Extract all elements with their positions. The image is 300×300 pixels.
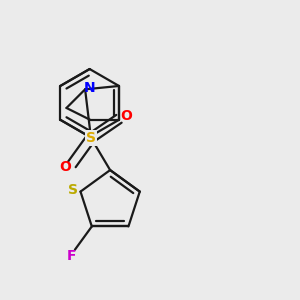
- Text: F: F: [67, 249, 77, 263]
- Text: S: S: [86, 131, 96, 145]
- Text: S: S: [68, 183, 78, 197]
- Text: O: O: [120, 110, 132, 123]
- Text: O: O: [59, 160, 71, 174]
- Text: N: N: [84, 81, 95, 95]
